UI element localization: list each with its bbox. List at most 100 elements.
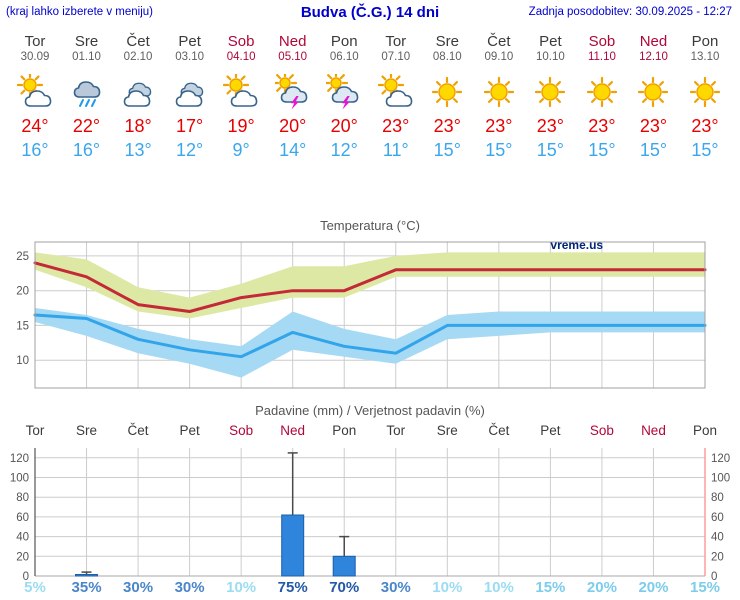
tmax-value: 23° bbox=[485, 116, 513, 136]
tmin-value: 14° bbox=[279, 140, 307, 160]
forecast-day-column: Pet 03.10 17° 12° bbox=[162, 33, 218, 161]
precip-day-label: Tor bbox=[386, 423, 406, 438]
tmax-value: 23° bbox=[639, 116, 668, 136]
day-date-label: 01.10 bbox=[72, 51, 101, 63]
weather-icon-wrap bbox=[677, 74, 733, 110]
svg-text:100: 100 bbox=[10, 473, 29, 485]
tmax-value: 19° bbox=[227, 116, 255, 136]
day-date-label: 09.10 bbox=[484, 51, 514, 63]
day-date-label: 08.10 bbox=[432, 51, 462, 63]
day-name-label: Čet bbox=[126, 33, 150, 50]
day-date-label: 04.10 bbox=[226, 51, 256, 63]
page-title: Budva (Č.G.) 14 dni bbox=[300, 4, 440, 21]
weather-icon-wrap bbox=[213, 71, 269, 110]
forecast-day-column: Tor 30.09 24° 16° bbox=[7, 33, 63, 161]
forecast-day-column: Sre 08.10 23° 15° bbox=[419, 33, 475, 161]
tmax-value: 23° bbox=[536, 116, 564, 136]
precipitation-chart: 0 0 20 20 40 40 60 60 80 80 100 100 120 120 bbox=[10, 448, 730, 580]
sun-cloud-icon bbox=[223, 71, 258, 107]
weather-icon-wrap bbox=[471, 74, 527, 110]
forecast-day-column: Pon 06.10 20° 12° bbox=[316, 33, 372, 161]
day-name-label: Sob bbox=[588, 33, 616, 50]
precip-probability-value: 30% bbox=[123, 579, 154, 596]
forecast-day-column: Ned 05.10 20° 14° bbox=[265, 33, 321, 161]
svg-text:40: 40 bbox=[16, 532, 29, 544]
svg-text:40: 40 bbox=[711, 532, 724, 544]
svg-text:0: 0 bbox=[23, 571, 29, 580]
precip-probability-value: 15% bbox=[689, 579, 721, 596]
precip-probability-value: 10% bbox=[432, 579, 463, 596]
sun-icon bbox=[483, 76, 514, 108]
forecast-day-column: Sre 01.10 22° 16° bbox=[59, 33, 115, 161]
tmin-value: 13° bbox=[124, 140, 152, 160]
tmax-value: 23° bbox=[382, 116, 410, 136]
precip-probability-value: 75% bbox=[277, 579, 308, 596]
tmin-value: 16° bbox=[21, 140, 49, 160]
tmax-value: 24° bbox=[21, 116, 49, 136]
tmin-value: 15° bbox=[485, 140, 513, 160]
tmin-value: 15° bbox=[588, 140, 616, 160]
day-name-label: Čet bbox=[487, 33, 511, 50]
svg-text:80: 80 bbox=[16, 492, 29, 504]
day-date-label: 30.09 bbox=[20, 51, 50, 63]
forecast-day-column: Čet 02.10 18° 13° bbox=[110, 33, 166, 161]
svg-text:0: 0 bbox=[711, 571, 717, 580]
sun-cloud-icon bbox=[16, 71, 52, 107]
sun-icon bbox=[689, 76, 721, 108]
storm-icon bbox=[272, 70, 308, 110]
tmax-value: 20° bbox=[279, 116, 307, 136]
day-date-label: 06.10 bbox=[329, 51, 359, 63]
precip-day-label: Sre bbox=[76, 423, 98, 438]
svg-text:60: 60 bbox=[16, 512, 29, 524]
tmin-value: 15° bbox=[639, 140, 668, 160]
storm-icon bbox=[324, 70, 359, 110]
forecast-day-column: Ned 12.10 23° 15° bbox=[625, 33, 681, 161]
day-name-label: Pon bbox=[330, 33, 358, 50]
weather-icon-wrap bbox=[7, 71, 63, 110]
svg-text:20: 20 bbox=[16, 286, 29, 298]
forecast-day-column: Pon 13.10 23° 15° bbox=[677, 33, 733, 161]
day-name-label: Pon bbox=[691, 33, 719, 50]
tmax-value: 22° bbox=[72, 116, 101, 136]
day-name-label: Sob bbox=[227, 33, 255, 50]
sun-icon bbox=[586, 76, 618, 108]
rain-icon bbox=[73, 81, 100, 107]
day-date-label: 10.10 bbox=[535, 51, 565, 63]
sun-icon bbox=[432, 76, 463, 108]
day-name-label: Sre bbox=[435, 33, 459, 50]
sun-icon bbox=[638, 76, 669, 108]
svg-text:100: 100 bbox=[711, 473, 730, 485]
precip-probability-value: 10% bbox=[483, 579, 514, 596]
precip-probability-value: 20% bbox=[638, 579, 669, 596]
clouds-icon bbox=[175, 82, 203, 107]
day-name-label: Tor bbox=[24, 33, 46, 50]
weather-icon-wrap bbox=[522, 74, 578, 110]
svg-text:vreme.us: vreme.us bbox=[550, 238, 603, 252]
precip-probability-value: 35% bbox=[71, 579, 102, 596]
last-update-label: Zadnja posodobitev: 30.09.2025 - 12:27 bbox=[528, 6, 732, 18]
precip-day-label: Sre bbox=[436, 423, 458, 438]
tmin-value: 16° bbox=[72, 140, 101, 160]
clouds-icon bbox=[123, 82, 152, 107]
day-name-label: Tor bbox=[385, 33, 407, 50]
forecast-day-column: Čet 09.10 23° 15° bbox=[471, 33, 527, 161]
weather-icon-wrap bbox=[162, 74, 218, 110]
day-date-label: 11.10 bbox=[587, 51, 616, 63]
forecast-day-column: Sob 04.10 19° 9° bbox=[213, 33, 269, 161]
tmin-value: 12° bbox=[330, 140, 358, 160]
precip-day-label: Sob bbox=[589, 423, 614, 438]
svg-text:80: 80 bbox=[711, 492, 724, 504]
tmin-value: 15° bbox=[691, 140, 719, 160]
tmax-value: 23° bbox=[691, 116, 719, 136]
tmax-value: 20° bbox=[330, 116, 358, 136]
sun-icon bbox=[535, 76, 566, 108]
precip-day-label: Pon bbox=[692, 423, 718, 438]
day-name-label: Ned bbox=[278, 33, 307, 50]
precip-day-label: Čet bbox=[127, 423, 149, 438]
weather-icon-wrap bbox=[419, 74, 475, 110]
precip-day-label: Sob bbox=[229, 423, 254, 438]
temperature-chart: 10 15 20 25 vreme.us bbox=[16, 238, 707, 389]
precip-day-label: Čet bbox=[488, 423, 510, 438]
day-date-label: 02.10 bbox=[123, 51, 153, 63]
